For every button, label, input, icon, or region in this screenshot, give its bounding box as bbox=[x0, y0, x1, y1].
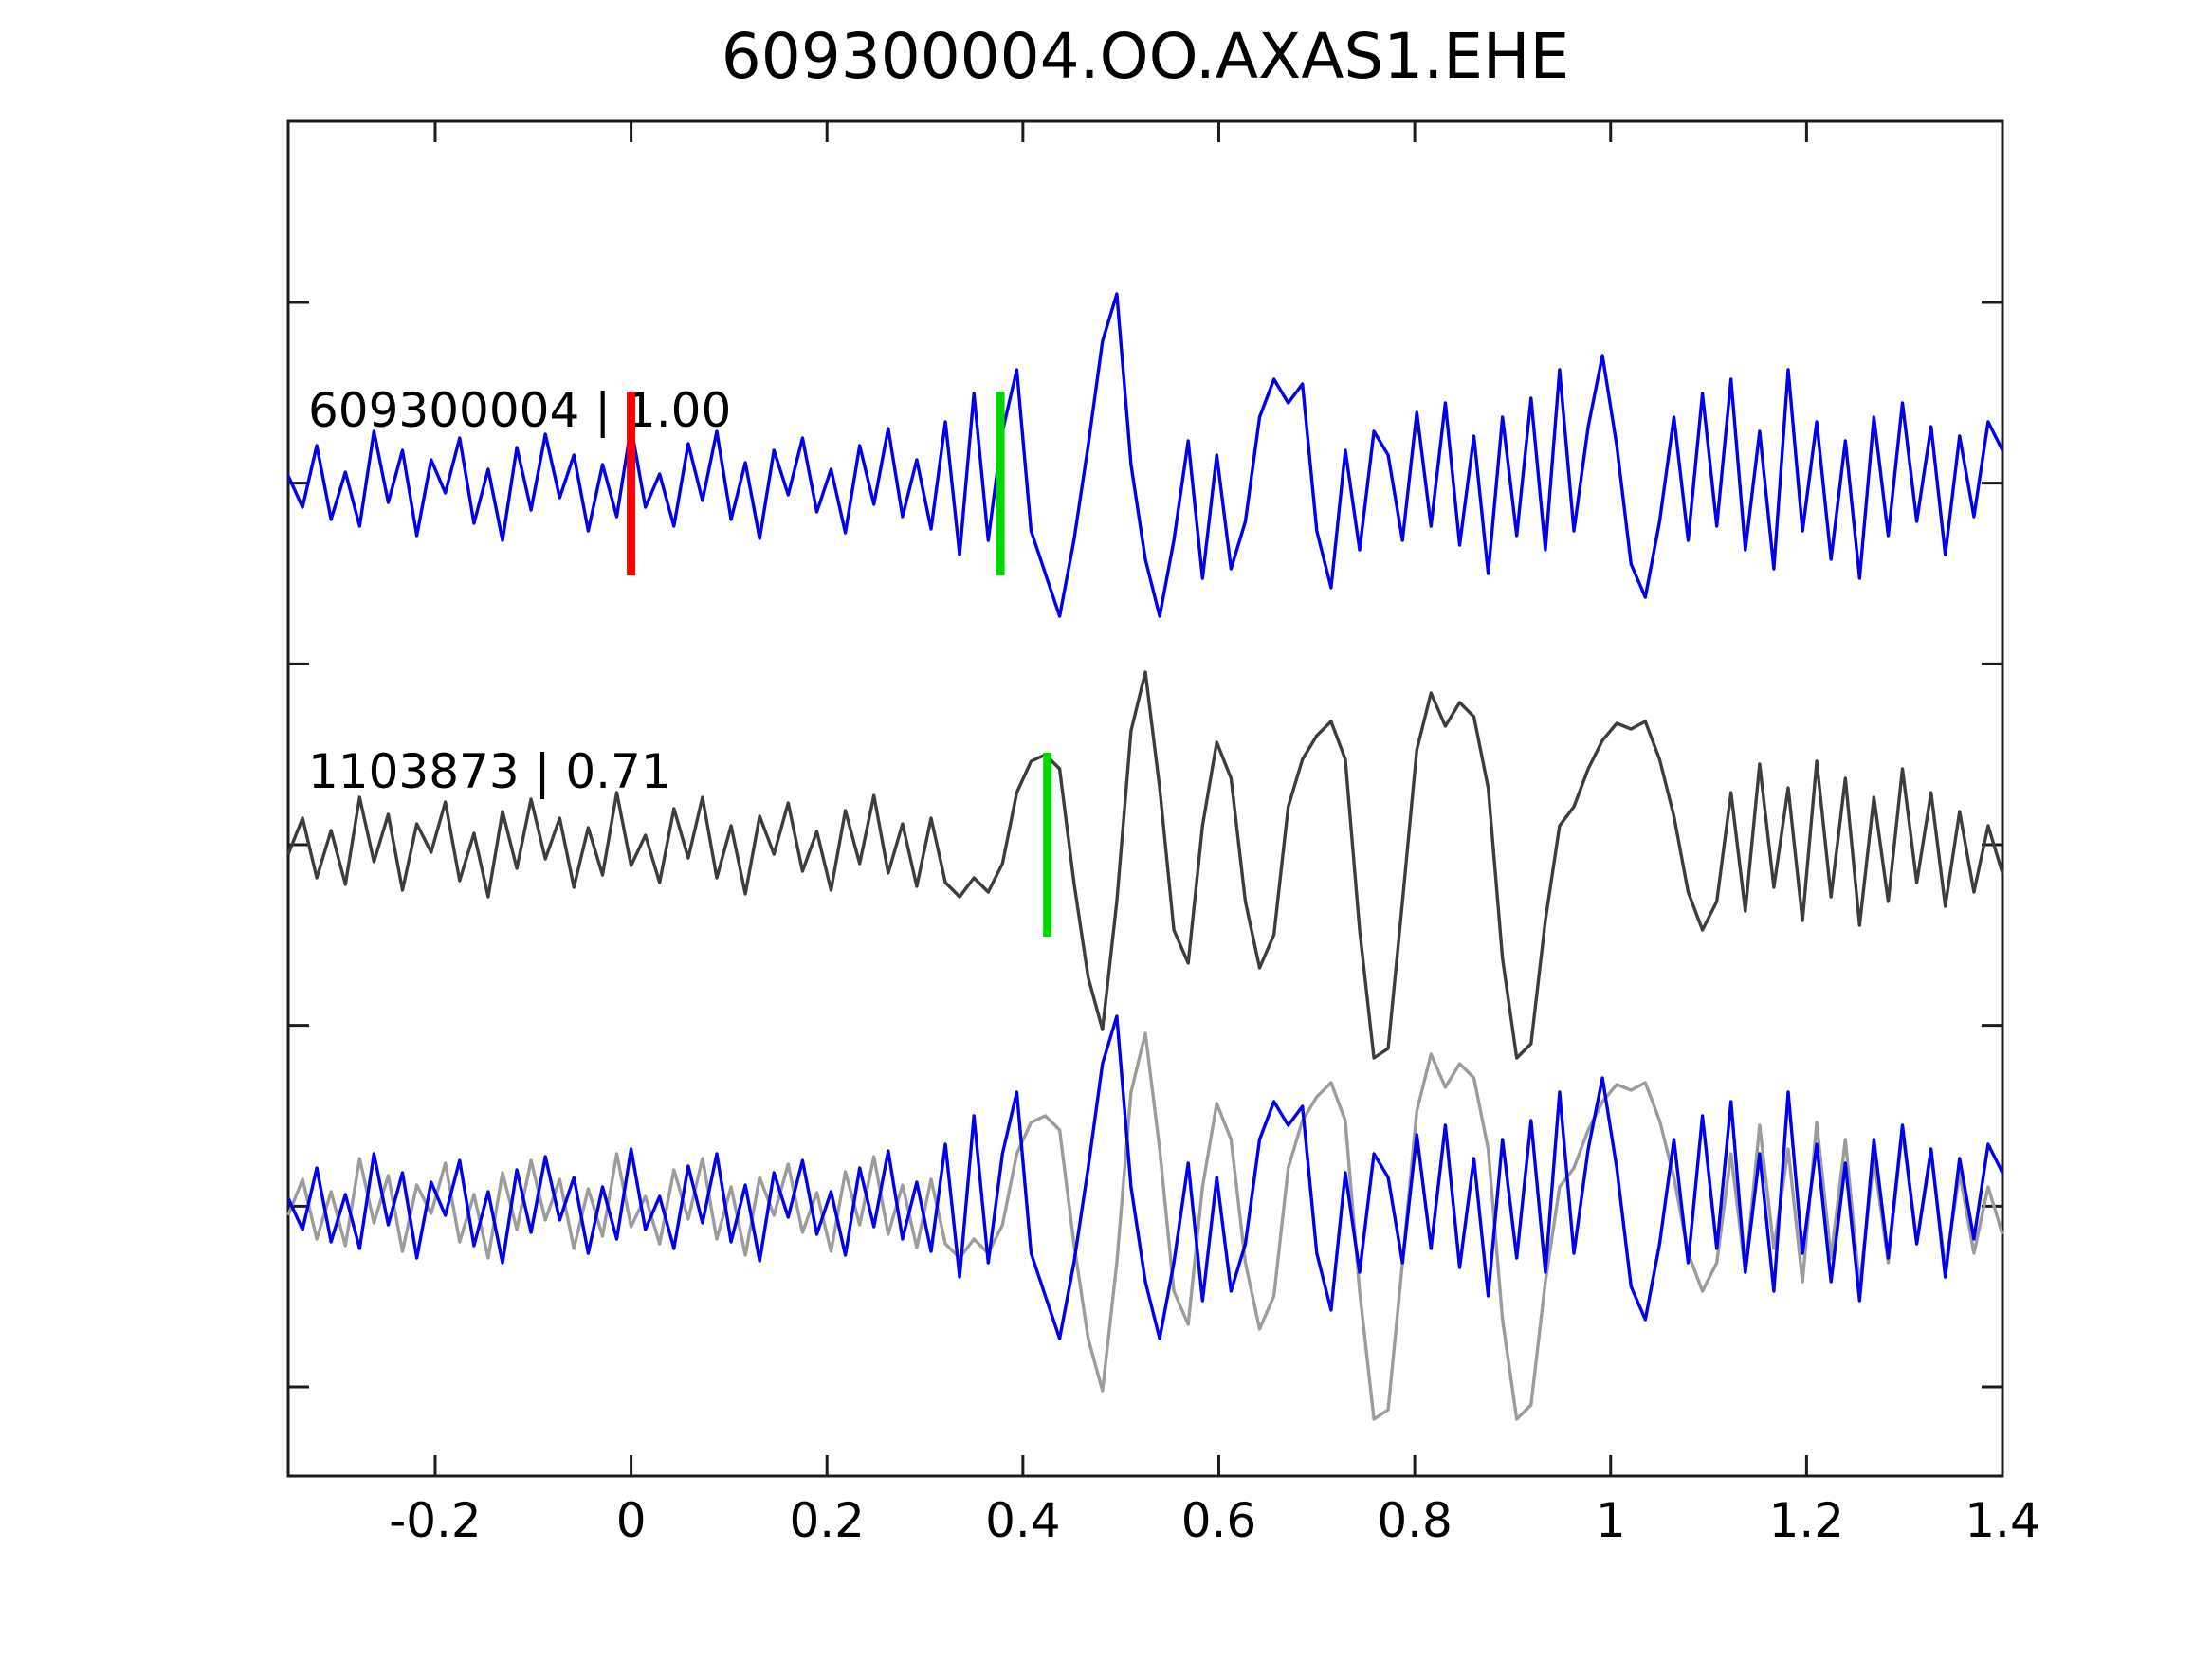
figure-title: 609300004.OO.AXAS1.EHE bbox=[722, 20, 1570, 93]
trace-label-row1: 1103873 | 0.71 bbox=[308, 744, 671, 799]
x-tick-label: 0.6 bbox=[1181, 1493, 1257, 1548]
trace-labels: 609300004 | 1.00 1103873 | 0.71 bbox=[308, 383, 731, 799]
trace-template-overlay bbox=[286, 1031, 2004, 1421]
plot-border bbox=[286, 119, 2004, 1478]
x-tick-label: -0.2 bbox=[389, 1493, 482, 1548]
x-tick-label: 0.4 bbox=[985, 1493, 1061, 1548]
traces bbox=[286, 292, 2004, 1421]
axes-ticks bbox=[288, 121, 2004, 1476]
x-tick-label: 0.8 bbox=[1377, 1493, 1453, 1548]
x-tick-label: 0 bbox=[616, 1493, 647, 1548]
axes-frame bbox=[286, 119, 2004, 1478]
x-tick-label: 1.2 bbox=[1769, 1493, 1845, 1548]
x-tick-label: 1.4 bbox=[1965, 1493, 2040, 1548]
x-tick-labels: -0.2 0 0.2 0.4 0.6 0.8 1 1.2 1.4 bbox=[389, 1493, 2040, 1548]
trace-label-row0: 609300004 | 1.00 bbox=[308, 383, 731, 438]
trace-template-row1 bbox=[286, 670, 2004, 1060]
trace-detection-row0 bbox=[286, 292, 2004, 618]
trace-detection-row2 bbox=[286, 1014, 2004, 1340]
x-tick-label: 1 bbox=[1596, 1493, 1626, 1548]
pick-markers bbox=[627, 392, 1052, 937]
x-tick-label: 0.2 bbox=[789, 1493, 865, 1548]
